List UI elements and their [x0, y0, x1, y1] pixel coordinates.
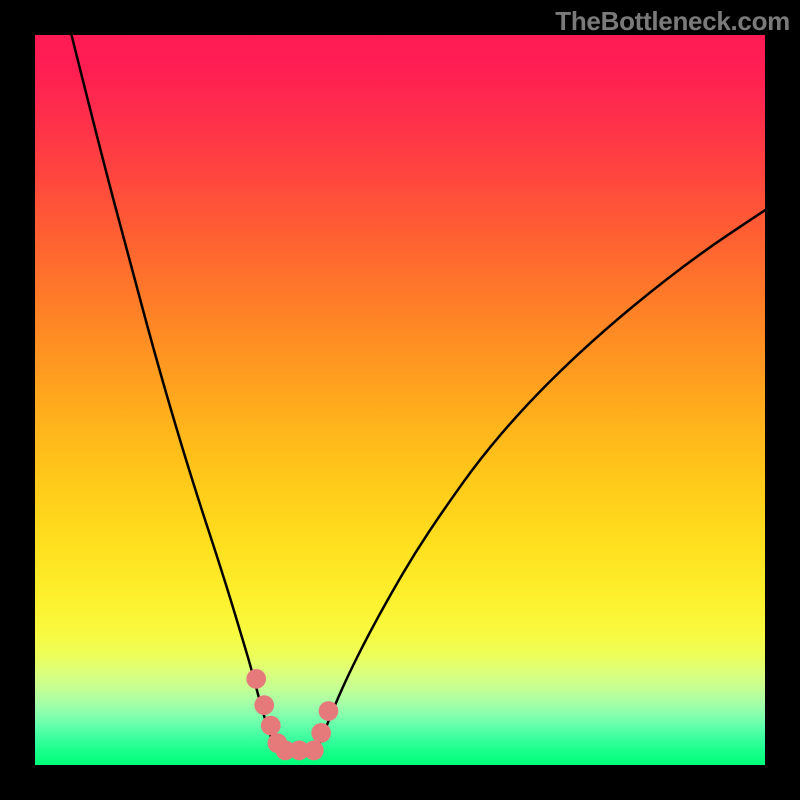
chart-background [35, 35, 765, 765]
watermark-text: TheBottleneck.com [555, 6, 790, 37]
chart-svg [35, 35, 765, 765]
data-marker [254, 695, 274, 715]
data-marker [319, 701, 339, 721]
bottleneck-chart [35, 35, 765, 765]
data-marker [311, 723, 331, 743]
data-marker [304, 741, 324, 761]
data-marker [246, 669, 266, 689]
data-marker [261, 716, 281, 736]
